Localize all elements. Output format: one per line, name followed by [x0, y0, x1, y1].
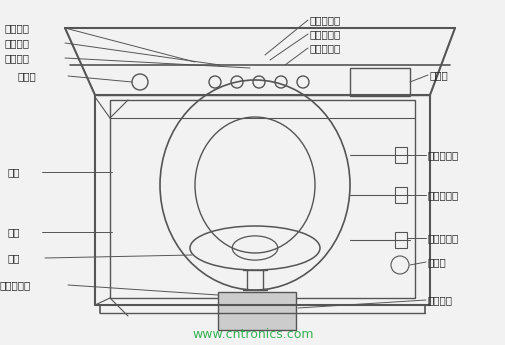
Text: 高水位按鈕: 高水位按鈕 [310, 15, 340, 25]
Text: 排水口: 排水口 [427, 257, 446, 267]
Text: 中水位按鈕: 中水位按鈕 [310, 29, 340, 39]
Text: 啟動按鈕: 啟動按鈕 [5, 53, 30, 63]
Bar [110, 100, 414, 298]
Text: 高水位開關: 高水位開關 [427, 150, 459, 160]
Text: 低水位按鈕: 低水位按鈕 [310, 43, 340, 53]
Text: 停止按鈕: 停止按鈕 [5, 23, 30, 33]
Bar [349, 68, 409, 96]
Bar [218, 292, 295, 330]
Text: www.cntronics.com: www.cntronics.com [192, 328, 313, 342]
Text: 顯示器: 顯示器 [429, 70, 448, 80]
Bar [394, 147, 406, 163]
Bar [394, 187, 406, 203]
Text: 排水按鈕: 排水按鈕 [5, 38, 30, 48]
Bar [394, 232, 406, 248]
Text: 洗滌電機: 洗滌電機 [427, 295, 452, 305]
Text: 進水口: 進水口 [18, 71, 37, 81]
Text: 內桶: 內桶 [8, 167, 21, 177]
Text: 撥盤: 撥盤 [8, 253, 21, 263]
Text: 低水位開關: 低水位開關 [427, 233, 459, 243]
Text: 外桶: 外桶 [8, 227, 21, 237]
Text: 電磁離合器: 電磁離合器 [0, 280, 31, 290]
Text: 中水位開關: 中水位開關 [427, 190, 459, 200]
